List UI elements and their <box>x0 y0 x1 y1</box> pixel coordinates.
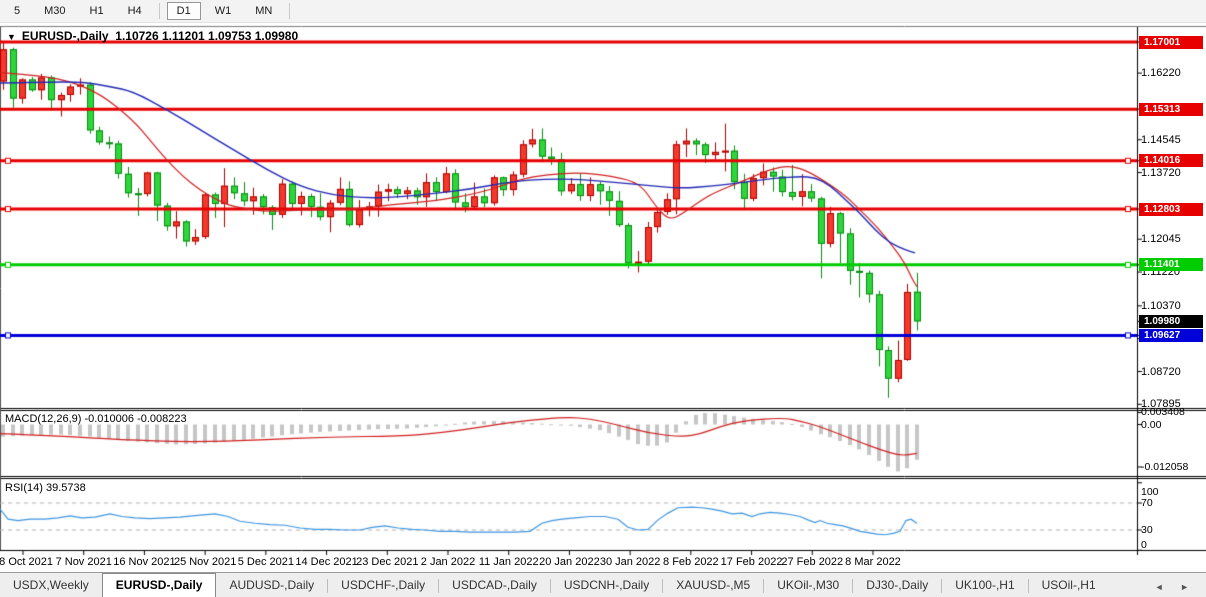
timeframe-button-5[interactable]: 5 <box>14 5 21 17</box>
rsi-axis-label: 30 <box>1141 524 1153 536</box>
tab-scroll-arrows[interactable]: ◄ ► <box>1154 582 1196 592</box>
tab-separator <box>327 579 329 593</box>
chart-tab-usdchf-daily[interactable]: USDCHF-,Daily <box>341 578 426 592</box>
timeframe-button-MN[interactable]: MN <box>255 5 273 17</box>
chart-title: ▼ EURUSD-,Daily 1.10726 1.11201 1.09753 1… <box>7 29 298 43</box>
date-tick-label: 17 Feb 2022 <box>720 556 783 568</box>
hline-price-badge[interactable]: 1.15313 <box>1139 102 1203 116</box>
tab-separator <box>438 579 440 593</box>
macd-indicator-label: MACD(12,26,9) -0.010006 -0.008223 <box>5 413 187 425</box>
tab-separator <box>1027 579 1029 593</box>
price-chart-canvas[interactable] <box>0 23 1206 572</box>
date-tick-label: 30 Jan 2022 <box>599 556 661 568</box>
chart-tab-eurusd-daily[interactable]: EURUSD-,Daily <box>101 573 217 597</box>
timeframe-button-D1[interactable]: D1 <box>166 2 201 20</box>
tab-separator <box>549 579 551 593</box>
chart-tab-uk100-h1[interactable]: UK100-,H1 <box>955 578 1015 592</box>
timeframe-button-H1[interactable]: H1 <box>89 5 104 17</box>
hline-price-badge[interactable]: 1.09627 <box>1139 328 1203 342</box>
price-tick-label: 1.16220 <box>1141 67 1181 80</box>
chart-tab-usdcad-daily[interactable]: USDCAD-,Daily <box>452 578 537 592</box>
chart-ohlc-values: 1.10726 1.11201 1.09753 1.09980 <box>108 29 299 43</box>
chart-symbol-label: EURUSD-,Daily <box>21 29 109 43</box>
chart-tab-usdx-weekly[interactable]: USDX,Weekly <box>13 578 89 592</box>
price-tick-label: 1.13720 <box>1141 166 1181 179</box>
timeframe-toolbar: 5 M30 H1 H4 D1 W1 MN <box>0 0 1206 23</box>
date-tick-label: 25 Nov 2021 <box>173 556 237 568</box>
date-tick-label: 8 Feb 2022 <box>663 556 719 568</box>
hline-price-badge[interactable]: 1.14016 <box>1139 154 1203 168</box>
price-tick-label: 1.12045 <box>1141 233 1181 246</box>
tab-separator <box>941 579 943 593</box>
macd-axis-label: -0.012058 <box>1141 460 1189 473</box>
hline-price-badge[interactable]: 1.11401 <box>1139 258 1203 272</box>
date-tick-label: 11 Jan 2022 <box>478 556 539 568</box>
rsi-axis-label: 0 <box>1141 539 1147 551</box>
date-tick-label: 27 Feb 2022 <box>781 556 844 568</box>
tab-separator <box>763 579 765 593</box>
date-tick-label: 28 Oct 2021 <box>0 556 53 568</box>
date-tick-label: 8 Mar 2022 <box>845 556 901 568</box>
date-tick-label: 14 Dec 2021 <box>295 556 358 568</box>
chart-tab-audusd-daily[interactable]: AUDUSD-,Daily <box>229 578 315 592</box>
macd-axis-label: 0.00 <box>1141 418 1162 431</box>
price-tick-label: 1.07895 <box>1141 398 1181 411</box>
chart-tab-xauusd-m5[interactable]: XAUUSD-,M5 <box>676 578 751 592</box>
chart-tab-usoil-h1[interactable]: USOil-,H1 <box>1041 578 1096 592</box>
price-tick-label: 1.08720 <box>1141 365 1181 378</box>
price-tick-label: 1.10370 <box>1141 299 1181 312</box>
toolbar-separator <box>158 3 160 19</box>
hline-price-badge[interactable]: 1.17001 <box>1139 35 1203 49</box>
chart-tab-usdcnh-daily[interactable]: USDCNH-,Daily <box>563 578 650 592</box>
hline-price-badge[interactable]: 1.12803 <box>1139 202 1203 216</box>
date-tick-label: 5 Dec 2021 <box>237 556 294 568</box>
rsi-indicator-label: RSI(14) 39.5738 <box>5 482 86 494</box>
timeframe-button-M30[interactable]: M30 <box>44 5 66 17</box>
date-tick-label: 16 Nov 2021 <box>113 556 176 568</box>
tab-separator <box>662 579 664 593</box>
date-tick-label: 20 Jan 2022 <box>539 556 600 568</box>
chart-area: ▼ EURUSD-,Daily 1.10726 1.11201 1.09753 1… <box>0 23 1206 572</box>
date-tick-label: 2 Jan 2022 <box>420 556 476 568</box>
tab-separator <box>852 579 854 593</box>
date-tick-label: 23 Dec 2021 <box>356 556 419 568</box>
date-tick-label: 7 Nov 2021 <box>55 556 112 568</box>
timeframe-button-W1[interactable]: W1 <box>214 5 232 17</box>
price-tick-label: 1.14545 <box>1141 133 1181 146</box>
chart-menu-arrow-icon[interactable]: ▼ <box>7 32 16 42</box>
macd-axis-label: 0.003408 <box>1141 406 1185 419</box>
rsi-axis-label: 100 <box>1141 486 1159 498</box>
last-price-badge: 1.09980 <box>1139 314 1203 328</box>
timeframe-button-H4[interactable]: H4 <box>127 5 142 17</box>
rsi-axis-label: 70 <box>1141 497 1153 509</box>
chart-tab-ukoil-m30[interactable]: UKOil-,M30 <box>777 578 840 592</box>
toolbar-separator <box>289 3 291 19</box>
chart-tab-bar: USDX,Weekly EURUSD-,Daily AUDUSD-,Daily USD… <box>0 572 1206 597</box>
chart-tab-dj30-daily[interactable]: DJ30-,Daily <box>866 578 929 592</box>
